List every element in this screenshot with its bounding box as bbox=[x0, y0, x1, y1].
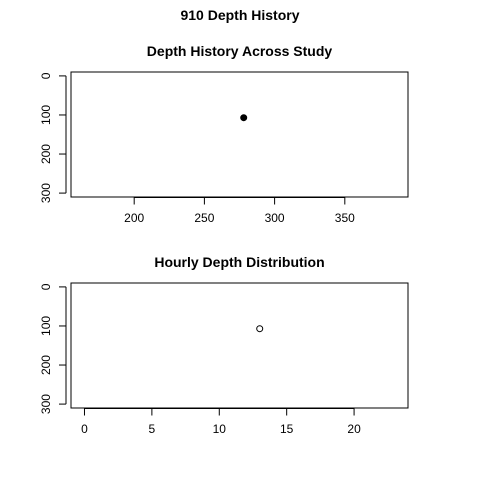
y-tick-label: 0 bbox=[39, 72, 53, 79]
x-tick-label: 20 bbox=[347, 422, 361, 436]
chart-title: Depth History Across Study bbox=[147, 43, 333, 59]
x-tick-label: 5 bbox=[149, 422, 156, 436]
x-tick-label: 250 bbox=[194, 211, 214, 225]
x-tick-label: 15 bbox=[280, 422, 294, 436]
data-point bbox=[256, 325, 264, 333]
y-tick-label: 200 bbox=[39, 355, 53, 375]
depth-history-chart: Depth History Across Study 200 250 300 350 0 1… bbox=[39, 43, 409, 225]
plot-frame bbox=[70, 282, 409, 409]
page-title: 910 Depth History bbox=[180, 7, 299, 23]
plot-frame bbox=[70, 71, 409, 198]
y-tick-label: 0 bbox=[39, 283, 53, 290]
y-tick-label: 300 bbox=[39, 394, 53, 414]
x-tick-label: 350 bbox=[335, 211, 355, 225]
y-tick-label: 100 bbox=[39, 105, 53, 125]
chart-title: Hourly Depth Distribution bbox=[154, 254, 324, 270]
y-tick-label: 300 bbox=[39, 183, 53, 203]
x-tick-label: 10 bbox=[213, 422, 227, 436]
data-point bbox=[240, 114, 248, 122]
x-tick-label: 0 bbox=[81, 422, 88, 436]
y-tick-label: 200 bbox=[39, 144, 53, 164]
x-tick-label: 200 bbox=[124, 211, 144, 225]
y-tick-label: 100 bbox=[39, 316, 53, 336]
x-tick-label: 300 bbox=[265, 211, 285, 225]
